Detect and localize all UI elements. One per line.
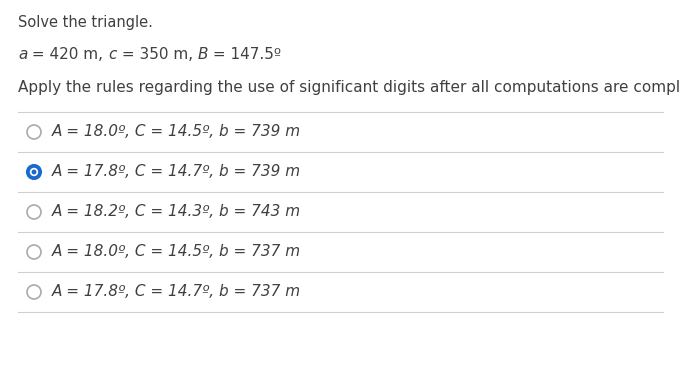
Text: Apply the rules regarding the use of significant digits after all computations a: Apply the rules regarding the use of sig… bbox=[18, 80, 681, 95]
Text: c: c bbox=[108, 47, 116, 62]
Text: = 420 m,: = 420 m, bbox=[27, 47, 108, 62]
Text: A = 17.8º, C = 14.7º, b = 739 m: A = 17.8º, C = 14.7º, b = 739 m bbox=[52, 165, 301, 180]
Text: A = 18.0º, C = 14.5º, b = 739 m: A = 18.0º, C = 14.5º, b = 739 m bbox=[52, 124, 301, 140]
Circle shape bbox=[27, 125, 41, 139]
Text: B: B bbox=[197, 47, 208, 62]
Circle shape bbox=[27, 245, 41, 259]
Circle shape bbox=[27, 205, 41, 219]
Text: Solve the triangle.: Solve the triangle. bbox=[18, 15, 153, 30]
Text: a: a bbox=[18, 47, 27, 62]
Text: A = 17.8º, C = 14.7º, b = 737 m: A = 17.8º, C = 14.7º, b = 737 m bbox=[52, 285, 301, 300]
Circle shape bbox=[30, 168, 38, 176]
Text: = 350 m,: = 350 m, bbox=[116, 47, 197, 62]
Text: A = 18.2º, C = 14.3º, b = 743 m: A = 18.2º, C = 14.3º, b = 743 m bbox=[52, 204, 301, 219]
Circle shape bbox=[27, 285, 41, 299]
Text: A = 18.0º, C = 14.5º, b = 737 m: A = 18.0º, C = 14.5º, b = 737 m bbox=[52, 244, 301, 260]
Circle shape bbox=[27, 165, 41, 179]
Text: = 147.5º: = 147.5º bbox=[208, 47, 281, 62]
Circle shape bbox=[31, 170, 37, 174]
